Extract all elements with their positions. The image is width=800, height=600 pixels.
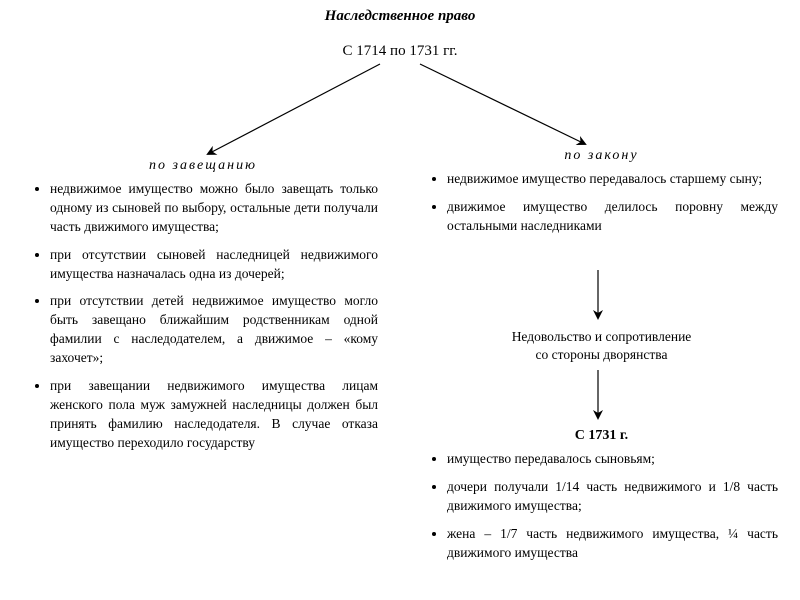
final-heading: С 1731 г. — [425, 428, 778, 444]
list-item: недвижимое имущество можно было завещать… — [50, 180, 378, 237]
list-item: при отсутствии сыновей наследницей недви… — [50, 246, 378, 284]
left-branch: по завещанию недвижимое имущество можно … — [28, 158, 378, 462]
middle-line: Недовольство и сопротивление — [425, 328, 778, 346]
right-branch-heading: по закону — [425, 148, 778, 164]
page-title: Наследственное право — [0, 8, 800, 25]
list-item: при отсутствии детей недвижимое имуществ… — [50, 292, 378, 368]
middle-block: Недовольство и сопротивление со стороны … — [425, 328, 778, 364]
list-item: дочери получали 1/14 часть недвижимого и… — [447, 478, 778, 516]
final-block: С 1731 г. имущество передавалось сыновья… — [425, 428, 778, 571]
list-item: жена – 1/7 часть недвижимого имущества, … — [447, 525, 778, 563]
final-list: имущество передавалось сыновьям; дочери … — [425, 450, 778, 562]
right-branch: по закону недвижимое имущество передавал… — [425, 148, 778, 245]
list-item: недвижимое имущество передавалось старше… — [447, 170, 778, 189]
left-branch-heading: по завещанию — [28, 158, 378, 174]
period-label: С 1714 по 1731 гг. — [0, 43, 800, 60]
list-item: при завещании недвижимого имущества лица… — [50, 377, 378, 453]
left-list: недвижимое имущество можно было завещать… — [28, 180, 378, 453]
list-item: движимое имущество делилось поровну межд… — [447, 198, 778, 236]
middle-line: со стороны дворянства — [425, 346, 778, 364]
list-item: имущество передавалось сыновьям; — [447, 450, 778, 469]
right-list: недвижимое имущество передавалось старше… — [425, 170, 778, 236]
